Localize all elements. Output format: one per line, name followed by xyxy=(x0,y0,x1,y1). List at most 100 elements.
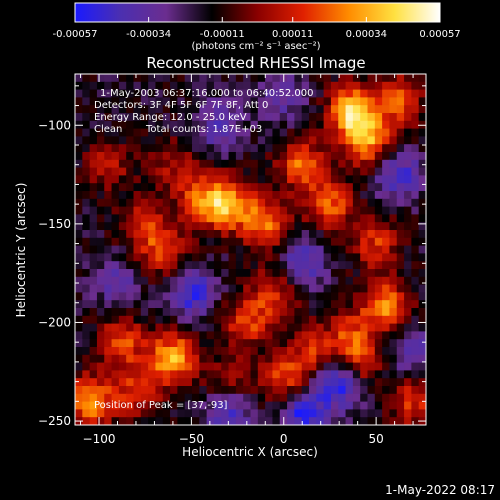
heatmap-cell xyxy=(148,393,156,403)
heatmap-cell xyxy=(382,214,390,223)
heatmap-cell xyxy=(360,105,368,114)
heatmap-cell xyxy=(345,409,354,418)
heatmap-cell xyxy=(352,206,361,215)
heatmap-cell xyxy=(367,292,376,301)
heatmap-cell xyxy=(89,128,98,137)
heatmap-cell xyxy=(309,113,317,122)
heatmap-cell xyxy=(221,230,230,239)
heatmap-cell xyxy=(140,230,149,239)
heatmap-cell xyxy=(345,362,354,371)
heatmap-cell xyxy=(111,113,120,122)
heatmap-cell xyxy=(411,120,420,130)
heatmap-cell xyxy=(382,230,390,239)
heatmap-cell xyxy=(206,159,215,169)
heatmap-cell xyxy=(294,198,303,208)
heatmap-cell xyxy=(82,81,91,91)
heatmap-cell xyxy=(162,276,171,286)
heatmap-cell xyxy=(257,152,266,161)
heatmap-cell xyxy=(279,245,288,254)
heatmap-cell xyxy=(170,323,178,332)
heatmap-cell xyxy=(309,253,317,262)
heatmap-cell xyxy=(155,276,164,286)
heatmap-cell xyxy=(287,401,295,410)
heatmap-cell xyxy=(75,183,83,192)
heatmap-cell xyxy=(323,393,332,403)
heatmap-cell xyxy=(352,253,361,262)
heatmap-cell xyxy=(118,300,127,309)
heatmap-cell xyxy=(228,214,237,223)
heatmap-cell xyxy=(184,269,193,278)
heatmap-cell xyxy=(418,175,427,184)
heatmap-cell xyxy=(184,417,193,426)
heatmap-cell xyxy=(206,206,215,215)
heatmap-cell xyxy=(104,128,113,137)
heatmap-cell xyxy=(126,128,134,137)
heatmap-cell xyxy=(118,144,127,153)
heatmap-cell xyxy=(126,191,134,200)
heatmap-cell xyxy=(126,292,134,301)
heatmap-cell xyxy=(338,175,347,184)
heatmap-cell xyxy=(104,113,113,122)
heatmap-cell xyxy=(279,183,288,192)
heatmap-cell xyxy=(272,198,281,208)
heatmap-cell xyxy=(96,409,105,418)
heatmap-cell xyxy=(221,81,230,91)
heatmap-cell xyxy=(221,198,230,208)
heatmap-cell xyxy=(323,167,332,176)
heatmap-cell xyxy=(330,159,339,169)
heatmap-cell xyxy=(382,347,390,356)
heatmap-cell xyxy=(272,159,281,169)
heatmap-cell xyxy=(345,191,354,200)
heatmap-cell xyxy=(330,362,339,371)
heatmap-cell xyxy=(360,128,368,137)
heatmap-cells xyxy=(75,74,427,426)
heatmap-cell xyxy=(309,175,317,184)
heatmap-cell xyxy=(330,409,339,418)
heatmap-cell xyxy=(192,339,200,348)
heatmap-cell xyxy=(338,323,347,332)
heatmap-cell xyxy=(243,253,251,262)
heatmap-cell xyxy=(316,159,325,169)
heatmap-cell xyxy=(133,214,142,223)
heatmap-cell xyxy=(243,237,251,247)
heatmap-cell xyxy=(294,167,303,176)
heatmap-cell xyxy=(316,331,325,340)
heatmap-cell xyxy=(382,191,390,200)
heatmap-cell xyxy=(199,347,208,356)
heatmap-cell xyxy=(118,230,127,239)
heatmap-cell xyxy=(360,214,368,223)
heatmap-cell xyxy=(82,339,91,348)
heatmap-cell xyxy=(330,292,339,301)
heatmap-cell xyxy=(279,81,288,91)
heatmap-cell xyxy=(309,81,317,91)
heatmap-cell xyxy=(382,167,390,176)
heatmap-cell xyxy=(382,308,390,317)
heatmap-cell xyxy=(96,89,105,98)
heatmap-cell xyxy=(294,308,303,317)
heatmap-cell xyxy=(184,315,193,325)
heatmap-cell xyxy=(294,214,303,223)
heatmap-cell xyxy=(96,222,105,231)
heatmap-cell xyxy=(126,315,134,325)
heatmap-cell xyxy=(96,253,105,262)
heatmap-cell xyxy=(309,191,317,200)
heatmap-cell xyxy=(104,230,113,239)
heatmap-cell xyxy=(345,230,354,239)
heatmap-cell xyxy=(111,315,120,325)
heatmap-cell xyxy=(133,198,142,208)
heatmap-cell xyxy=(184,159,193,169)
heatmap-cell xyxy=(235,261,244,270)
heatmap-cell xyxy=(213,300,222,309)
heatmap-cell xyxy=(382,113,390,122)
heatmap-cell xyxy=(96,292,105,301)
heatmap-cell xyxy=(367,167,376,176)
heatmap-cell xyxy=(75,222,83,231)
heatmap-cell xyxy=(235,113,244,122)
heatmap-cell xyxy=(382,144,390,153)
heatmap-cell xyxy=(104,81,113,91)
heatmap-cell xyxy=(104,269,113,278)
heatmap-cell xyxy=(228,74,237,83)
heatmap-cell xyxy=(192,206,200,215)
heatmap-cell xyxy=(228,276,237,286)
